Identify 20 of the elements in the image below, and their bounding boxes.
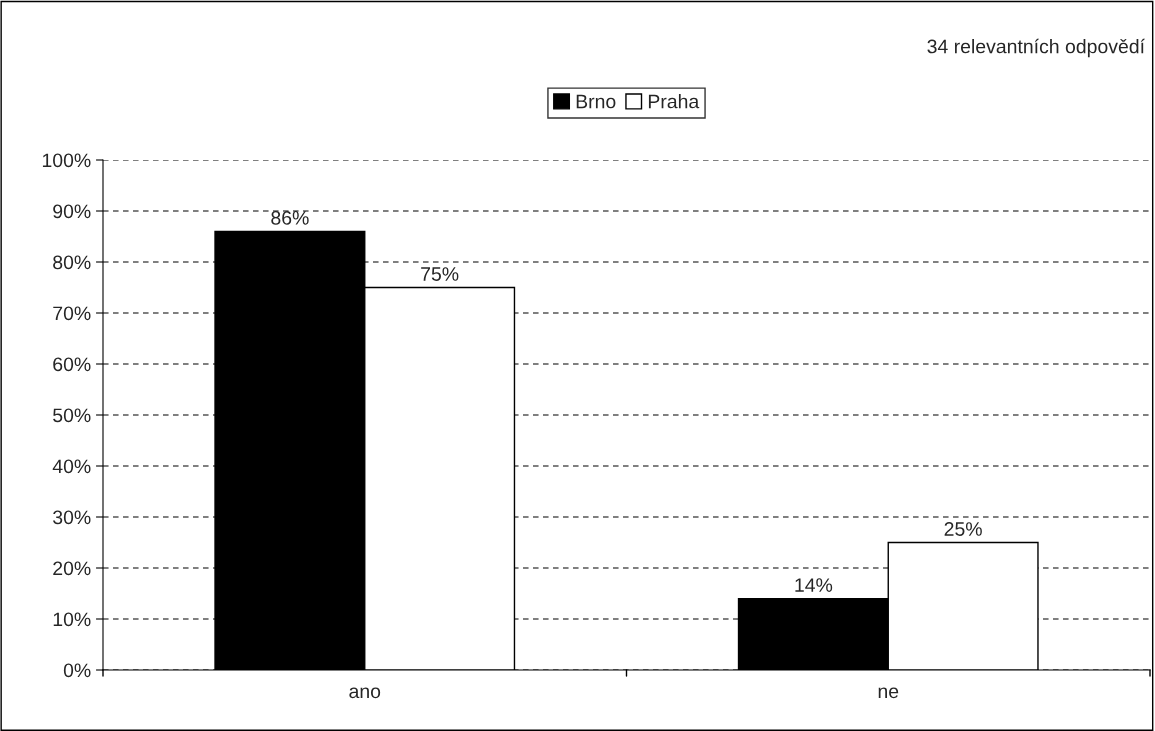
y-tick-label: 10% xyxy=(53,612,91,627)
y-tick-label: 60% xyxy=(53,357,91,372)
y-tick-label: 40% xyxy=(52,459,91,474)
x-tick-label: ne xyxy=(878,687,899,699)
data-label: 86% xyxy=(271,211,309,225)
text: 34 relevantních odpovědí xyxy=(927,38,1145,58)
data-label: 14% xyxy=(795,578,833,592)
y-tick-label: 30% xyxy=(53,510,91,525)
legend-label: Brno xyxy=(576,94,616,109)
y-tick-label: 50% xyxy=(53,408,91,423)
y-tick-label: 0% xyxy=(63,663,91,678)
y-tick-label: 100% xyxy=(42,153,91,168)
y-tick-label: 90% xyxy=(53,204,91,219)
legend-label: Praha xyxy=(648,94,700,109)
data-label: 75% xyxy=(421,267,459,281)
data-label: 25% xyxy=(944,522,982,536)
y-tick-label: 20% xyxy=(53,561,91,576)
y-tick-label: 80% xyxy=(53,255,91,270)
x-tick-label: ano xyxy=(349,687,381,699)
y-tick-label: 70% xyxy=(53,306,91,321)
